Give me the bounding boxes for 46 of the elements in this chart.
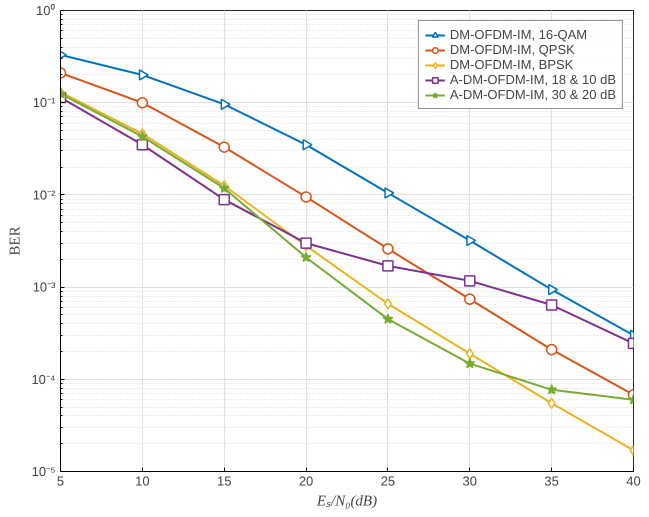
- point: [300, 252, 312, 262]
- legend-label: DM-OFDM-IM, BPSK: [450, 57, 574, 72]
- y-tick-label: 10⁻³: [32, 280, 56, 295]
- y-tick-label: 10⁻²: [32, 187, 56, 202]
- x-axis-title: Eₛ/N₀(dB): [316, 494, 378, 510]
- x-tick-label: 20: [298, 474, 314, 488]
- y-axis-title: BER: [7, 226, 24, 256]
- legend-label: DM-OFDM-IM, 16-QAM: [450, 27, 588, 42]
- y-tick-label: 10⁻⁴: [31, 372, 56, 387]
- legend-label: A-DM-OFDM-IM, 18 & 10 dB: [450, 72, 616, 87]
- point: [546, 299, 558, 311]
- point: [464, 358, 476, 368]
- point: [138, 69, 149, 81]
- point: [136, 130, 148, 142]
- legend-label: A-DM-OFDM-IM, 30 & 20 dB: [450, 87, 616, 102]
- point: [382, 260, 394, 272]
- x-tick-label: 25: [380, 474, 396, 488]
- point: [384, 298, 392, 310]
- y-tick-label: 10⁻¹: [32, 95, 56, 110]
- point: [464, 293, 476, 305]
- x-tick-label: 15: [216, 474, 232, 488]
- x-tick-label: 40: [626, 474, 641, 488]
- point: [382, 243, 394, 255]
- point: [382, 313, 394, 324]
- point: [300, 191, 312, 203]
- point: [300, 237, 312, 249]
- y-tick-label: 10⁰: [36, 3, 56, 18]
- x-tick-label: 10: [135, 474, 150, 488]
- point: [218, 194, 230, 206]
- point: [136, 138, 148, 150]
- point: [546, 384, 558, 395]
- y-tick-label: 10⁻⁵: [32, 464, 56, 479]
- point: [546, 344, 558, 356]
- legend-label: DM-OFDM-IM, QPSK: [450, 42, 575, 57]
- point: [136, 96, 148, 108]
- point: [466, 348, 474, 360]
- point: [220, 98, 231, 110]
- point: [464, 275, 476, 287]
- point: [302, 138, 313, 150]
- x-tick-label: 30: [462, 474, 478, 488]
- x-tick-label: 5: [56, 474, 64, 488]
- point: [218, 141, 230, 153]
- x-tick-label: 35: [544, 474, 559, 488]
- point: [548, 397, 556, 409]
- point: [384, 187, 394, 199]
- point: [218, 182, 230, 194]
